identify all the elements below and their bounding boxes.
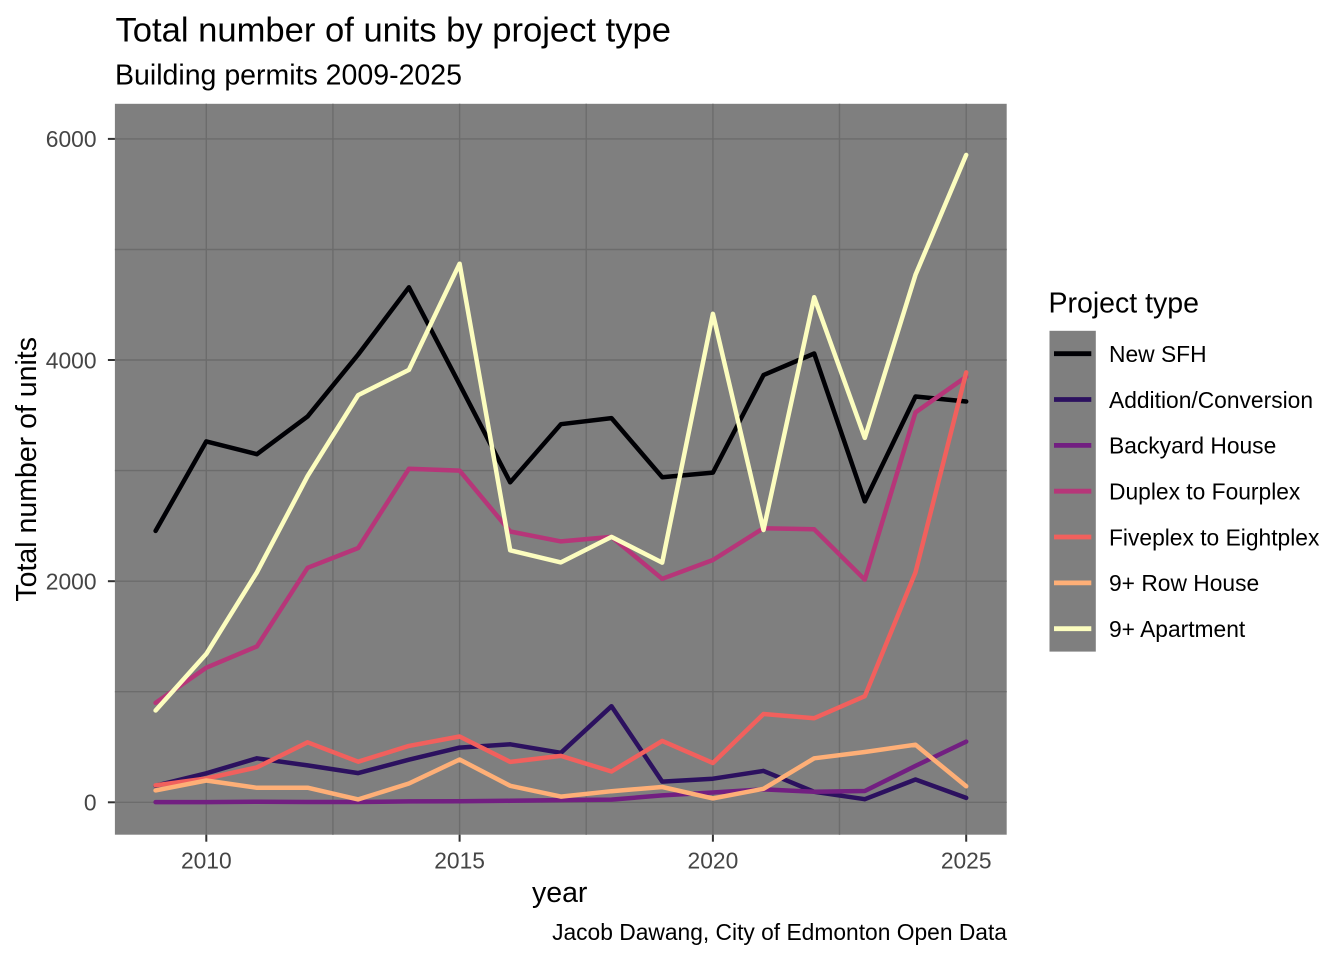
svg-text:0: 0 (84, 790, 97, 816)
svg-text:year: year (532, 877, 588, 909)
svg-text:Jacob Dawang, City of Edmonton: Jacob Dawang, City of Edmonton Open Data (552, 919, 1007, 945)
svg-text:Total number of units: Total number of units (11, 337, 43, 602)
svg-text:2000: 2000 (46, 569, 97, 595)
svg-text:2015: 2015 (434, 848, 485, 874)
svg-text:Backyard House: Backyard House (1109, 433, 1276, 459)
svg-text:Total number of units by proje: Total number of units by project type (116, 12, 671, 50)
svg-text:Duplex to Fourplex: Duplex to Fourplex (1109, 479, 1301, 505)
svg-text:4000: 4000 (46, 347, 97, 373)
svg-text:New SFH: New SFH (1109, 341, 1207, 367)
svg-text:Project type: Project type (1049, 287, 1200, 319)
svg-text:6000: 6000 (46, 126, 97, 152)
svg-text:Addition/Conversion: Addition/Conversion (1109, 387, 1313, 413)
svg-text:Building permits 2009-2025: Building permits 2009-2025 (115, 60, 462, 92)
svg-text:2010: 2010 (181, 848, 232, 874)
svg-text:9+ Row House: 9+ Row House (1109, 570, 1259, 596)
svg-text:Fiveplex to Eightplex: Fiveplex to Eightplex (1109, 524, 1320, 550)
svg-text:2025: 2025 (941, 848, 992, 874)
svg-text:9+ Apartment: 9+ Apartment (1109, 616, 1246, 642)
svg-text:2020: 2020 (688, 848, 739, 874)
